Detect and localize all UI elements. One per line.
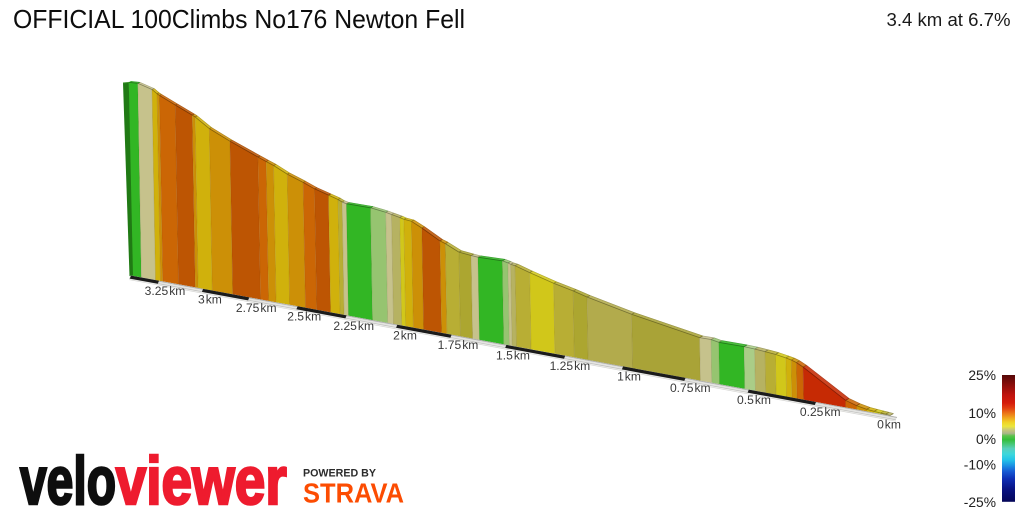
svg-text:2 km: 2 km: [393, 328, 417, 342]
svg-text:velo: velo: [20, 443, 116, 512]
svg-text:-10%: -10%: [964, 457, 996, 472]
svg-text:0.5 km: 0.5 km: [737, 393, 771, 407]
svg-text:1 km: 1 km: [617, 370, 641, 384]
svg-text:0%: 0%: [976, 432, 996, 447]
svg-text:25%: 25%: [968, 368, 996, 383]
svg-text:-25%: -25%: [964, 495, 996, 510]
svg-text:3.4 km at 6.7%: 3.4 km at 6.7%: [887, 9, 1011, 30]
svg-text:0.75 km: 0.75 km: [670, 381, 711, 395]
svg-text:2.75 km: 2.75 km: [236, 301, 277, 315]
svg-text:1.75 km: 1.75 km: [438, 338, 479, 352]
svg-text:OFFICIAL 100Climbs No176 Newto: OFFICIAL 100Climbs No176 Newton Fell: [13, 4, 465, 34]
svg-text:10%: 10%: [968, 406, 996, 421]
svg-text:STRAVA: STRAVA: [303, 478, 404, 509]
svg-text:0 km: 0 km: [877, 418, 901, 432]
svg-text:3 km: 3 km: [198, 292, 222, 306]
svg-text:0.25 km: 0.25 km: [800, 405, 841, 419]
svg-text:viewer: viewer: [116, 443, 287, 512]
svg-text:2.25 km: 2.25 km: [333, 319, 374, 333]
svg-text:1.5 km: 1.5 km: [496, 348, 530, 362]
svg-text:2.5 km: 2.5 km: [287, 310, 321, 324]
svg-text:1.25 km: 1.25 km: [550, 359, 591, 373]
svg-text:3.25 km: 3.25 km: [145, 284, 186, 298]
